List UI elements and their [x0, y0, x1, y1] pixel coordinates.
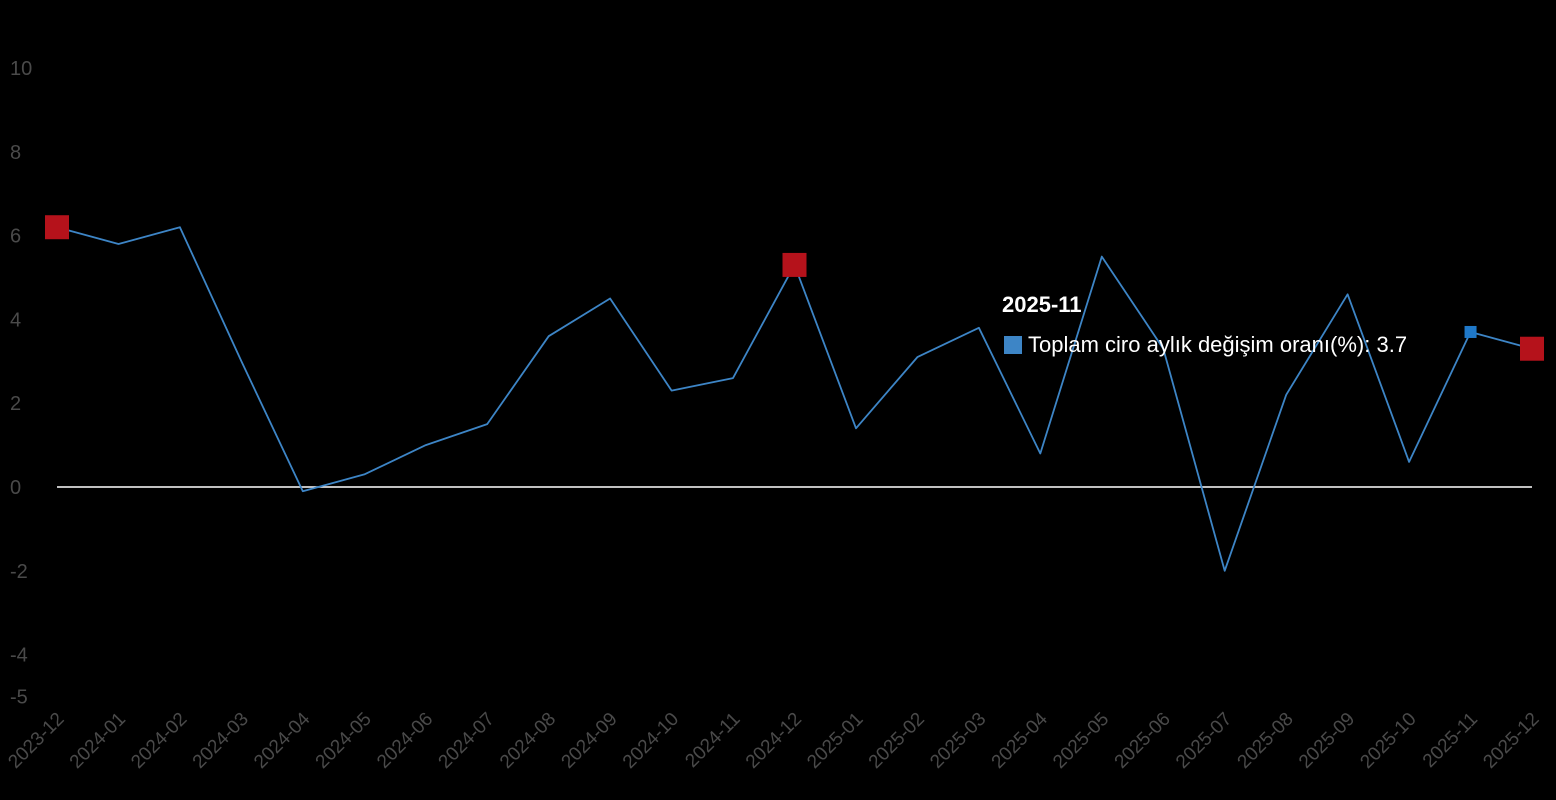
- x-tick-label: 2024-09: [558, 709, 622, 773]
- series-group: [56, 226, 1533, 572]
- x-tick-label: 2024-07: [435, 709, 499, 773]
- x-axis: 2023-122024-012024-022024-032024-042024-…: [4, 708, 1543, 772]
- x-tick-label: 2024-02: [127, 709, 191, 773]
- x-tick-label: 2025-02: [865, 709, 929, 773]
- x-tick-label: 2025-09: [1295, 709, 1359, 773]
- x-tick-label: 2024-12: [742, 709, 806, 773]
- y-tick-label: 0: [10, 477, 21, 499]
- x-tick-label: 2024-08: [496, 709, 560, 773]
- y-tick-label: -2: [10, 561, 28, 583]
- x-tick-label: 2025-07: [1172, 709, 1236, 773]
- x-tick-label: 2024-10: [619, 709, 683, 773]
- y-tick-label: 10: [10, 58, 32, 80]
- markers-group: [45, 215, 1544, 361]
- y-tick-label: 8: [10, 142, 21, 164]
- x-tick-label: 2024-11: [681, 709, 744, 772]
- y-tick-label: -5: [10, 687, 28, 709]
- active-point-marker[interactable]: [1464, 325, 1477, 338]
- x-tick-label: 2025-03: [926, 709, 990, 773]
- series-line: [56, 226, 1533, 572]
- y-tick-label: 2: [10, 393, 21, 415]
- x-tick-label: 2023-12: [4, 709, 68, 773]
- highlight-point-marker[interactable]: [1520, 336, 1544, 361]
- x-tick-label: 2025-01: [803, 709, 867, 773]
- y-tick-label: 4: [10, 309, 21, 331]
- y-tick-label: 6: [10, 226, 21, 248]
- y-tick-label: -4: [10, 645, 28, 667]
- x-tick-label: 2024-06: [373, 709, 437, 773]
- x-tick-label: 2025-10: [1356, 709, 1420, 773]
- x-tick-label: 2024-04: [250, 708, 314, 772]
- x-tick-label: 2025-06: [1111, 709, 1175, 773]
- x-tick-label: 2025-11: [1419, 709, 1482, 772]
- x-tick-label: 2024-03: [189, 709, 253, 773]
- highlight-point-marker[interactable]: [45, 215, 69, 240]
- x-tick-label: 2024-01: [66, 709, 130, 773]
- x-tick-label: 2025-05: [1049, 709, 1113, 773]
- x-tick-label: 2025-04: [988, 708, 1052, 772]
- x-tick-label: 2024-05: [312, 709, 376, 773]
- x-tick-label: 2025-08: [1234, 709, 1298, 773]
- highlight-point-marker[interactable]: [782, 252, 807, 277]
- x-tick-label: 2025-12: [1479, 709, 1543, 773]
- y-axis: 10 8 6 4 2 0 -2 -4 -5: [10, 58, 32, 709]
